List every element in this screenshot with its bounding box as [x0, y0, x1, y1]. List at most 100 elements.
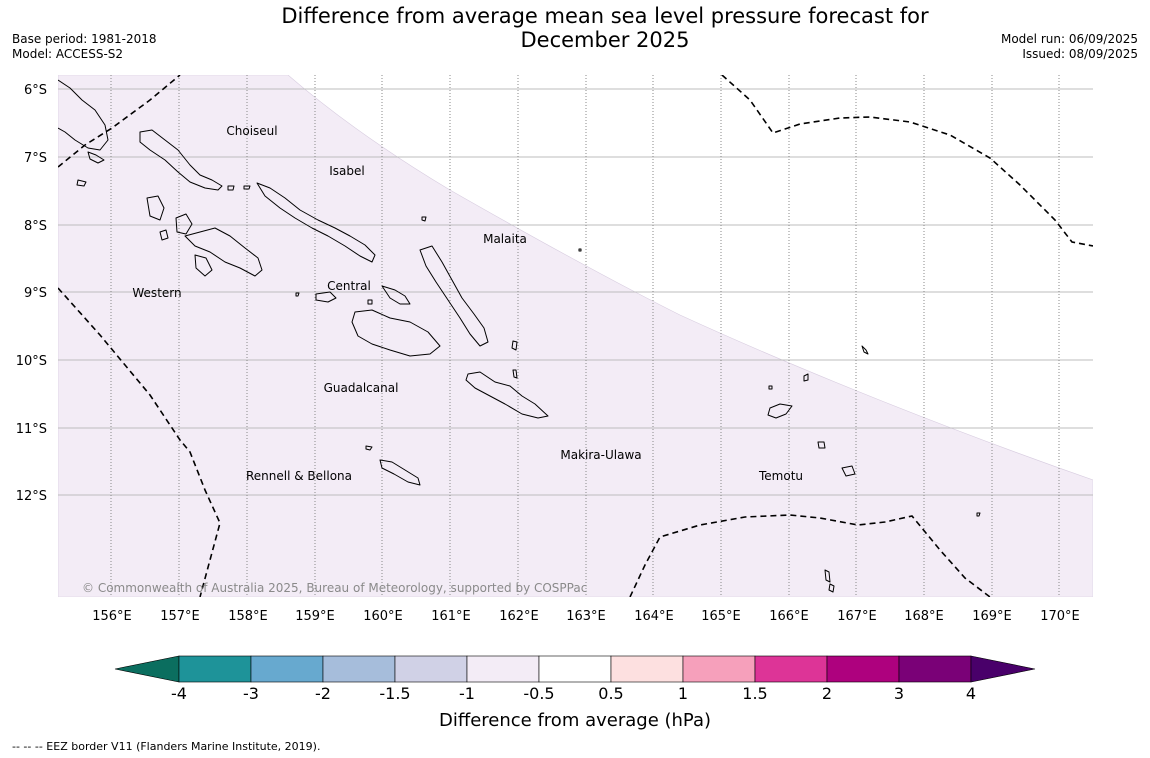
region-label-malaita: Malaita — [483, 232, 527, 246]
lon-label: 166°E — [769, 609, 809, 624]
western-islands — [175, 213, 193, 235]
colorbar-cell — [610, 655, 684, 683]
map-area: Choiseul Isabel Malaita Western Central … — [58, 75, 1093, 597]
small-island — [87, 151, 105, 164]
base-period: Base period: 1981-2018 — [12, 32, 157, 46]
lon-label: 165°E — [701, 609, 741, 624]
small-island — [841, 465, 856, 477]
small-island — [295, 292, 300, 297]
map-title: Difference from average mean sea level p… — [250, 4, 960, 52]
lat-gridlines — [58, 88, 1093, 496]
lat-label: 8°S — [24, 219, 47, 234]
lon-label: 170°E — [1040, 609, 1080, 624]
region-label-rennell: Rennell & Bellona — [246, 469, 352, 483]
lon-label: 162°E — [499, 609, 539, 624]
colorbar-tick: 2 — [822, 684, 832, 703]
santa-cruz-coast — [767, 403, 793, 419]
makira-coast — [465, 371, 549, 419]
lat-label: 7°S — [24, 151, 47, 166]
copyright-notice: © Commonwealth of Australia 2025, Bureau… — [82, 581, 587, 595]
title-line-2: December 2025 — [520, 28, 690, 52]
lat-label: 10°S — [16, 354, 47, 369]
small-island — [421, 216, 427, 222]
central-islands — [381, 285, 411, 305]
region-label-isabel: Isabel — [329, 164, 364, 178]
western-islands — [159, 229, 169, 241]
region-label-guadalcanal: Guadalcanal — [324, 381, 399, 395]
guadalcanal-coast — [351, 309, 441, 357]
new-georgia — [184, 227, 263, 277]
region-label-temotu: Temotu — [758, 469, 803, 483]
lat-label: 12°S — [16, 489, 47, 504]
colorbar-tick: -1.5 — [379, 684, 410, 703]
lon-label: 167°E — [837, 609, 877, 624]
colorbar — [114, 655, 1036, 683]
colorbar-tick: -3 — [243, 684, 259, 703]
lon-label: 168°E — [904, 609, 944, 624]
small-island — [365, 445, 373, 451]
western-islands — [194, 254, 213, 277]
colorbar-cell — [754, 655, 828, 683]
title-line-1: Difference from average mean sea level p… — [281, 4, 929, 28]
lon-label: 160°E — [363, 609, 403, 624]
colorbar-tick: -4 — [171, 684, 187, 703]
rennell-coast — [379, 459, 421, 486]
lon-label: 163°E — [566, 609, 606, 624]
eez-borders — [58, 75, 1093, 597]
colorbar-label: Difference from average (hPa) — [439, 710, 711, 731]
small-island — [243, 185, 251, 190]
meta-right: Model run: 06/09/2025 Issued: 08/09/2025 — [1001, 32, 1138, 62]
malaita-coast — [419, 245, 489, 347]
colorbar-cell — [826, 655, 900, 683]
colorbar-tick: -2 — [315, 684, 331, 703]
lon-label: 169°E — [972, 609, 1012, 624]
lon-label: 161°E — [431, 609, 471, 624]
lon-label: 158°E — [228, 609, 268, 624]
colorbar-tick: 0.5 — [598, 684, 623, 703]
small-island — [817, 441, 826, 449]
small-island — [512, 369, 518, 379]
region-label-western: Western — [132, 286, 181, 300]
lat-label: 11°S — [16, 422, 47, 437]
small-island — [76, 179, 87, 187]
small-island — [861, 345, 869, 355]
colorbar-extend-low — [114, 655, 180, 683]
meta-left: Base period: 1981-2018 Model: ACCESS-S2 — [12, 32, 157, 62]
colorbar-tick: 1.5 — [742, 684, 767, 703]
lon-label: 156°E — [92, 609, 132, 624]
bougainville-coast — [58, 79, 109, 151]
region-label-makira: Makira-Ulawa — [560, 448, 641, 462]
lat-axis: 6°S 7°S 8°S 9°S 10°S 11°S 12°S — [16, 83, 47, 504]
region-label-choiseul: Choiseul — [226, 124, 277, 138]
colorbar-tick: 3 — [894, 684, 904, 703]
colorbar-cell — [394, 655, 468, 683]
colorbar-cell — [682, 655, 756, 683]
anomaly-region — [58, 75, 1093, 597]
model-name: Model: ACCESS-S2 — [12, 47, 124, 61]
colorbar-tick: -0.5 — [523, 684, 554, 703]
western-islands — [146, 195, 165, 221]
colorbar-cell — [322, 655, 396, 683]
small-island — [768, 385, 773, 390]
coastlines — [58, 79, 981, 593]
isabel-coast — [256, 182, 376, 263]
central-islands — [315, 291, 337, 303]
footnote: -- -- -- EEZ border V11 (Flanders Marine… — [12, 740, 321, 753]
colorbar-cell — [538, 655, 612, 683]
small-island — [367, 299, 373, 305]
small-island — [511, 340, 518, 351]
lat-label: 6°S — [24, 83, 47, 98]
colorbar-ticks: -4 -3 -2 -1.5 -1 -0.5 0.5 1 1.5 2 3 4 — [171, 684, 976, 703]
small-island — [828, 583, 835, 593]
colorbar-cell — [466, 655, 540, 683]
region-label-central: Central — [327, 279, 371, 293]
lon-label: 157°E — [160, 609, 200, 624]
choiseul-coast — [139, 129, 223, 191]
model-run: Model run: 06/09/2025 — [1000, 32, 1138, 46]
lon-label: 159°E — [295, 609, 335, 624]
lon-axis: 156°E 157°E 158°E 159°E 160°E 161°E 162°… — [92, 609, 1080, 624]
lon-gridlines — [110, 75, 1060, 597]
region-labels: Choiseul Isabel Malaita Western Central … — [132, 124, 803, 483]
lon-label: 164°E — [634, 609, 674, 624]
